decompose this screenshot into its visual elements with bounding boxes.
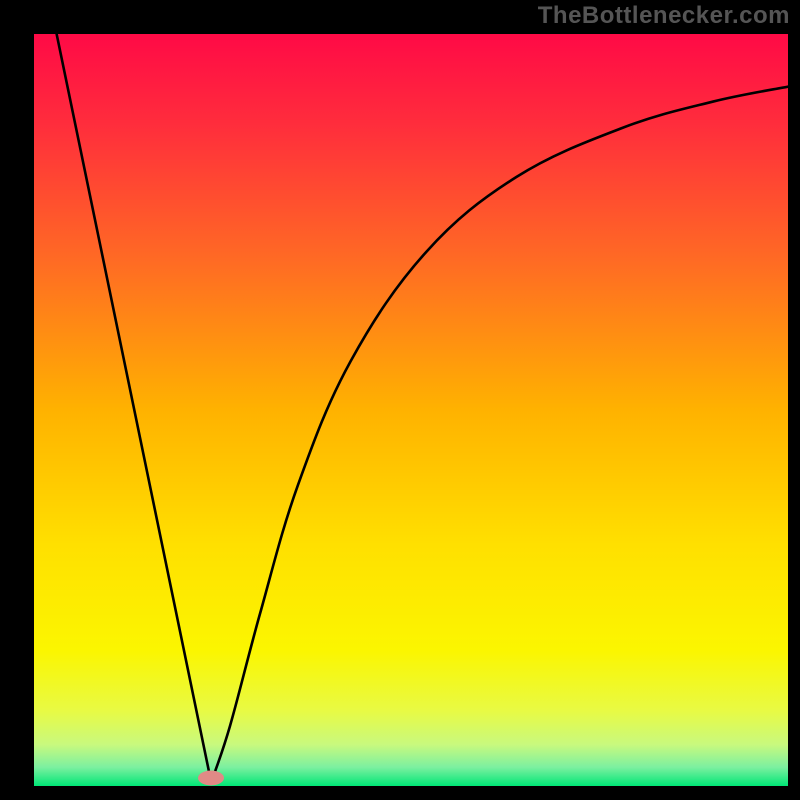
frame-border-right bbox=[788, 0, 800, 800]
curve-svg bbox=[34, 34, 788, 786]
chart-container: TheBottlenecker.com bbox=[0, 0, 800, 800]
frame-border-left bbox=[0, 0, 34, 800]
minimum-marker bbox=[198, 771, 224, 786]
gradient-background bbox=[34, 34, 788, 786]
plot-area bbox=[34, 34, 788, 786]
frame-border-bottom bbox=[0, 786, 800, 800]
watermark-text: TheBottlenecker.com bbox=[538, 2, 790, 30]
